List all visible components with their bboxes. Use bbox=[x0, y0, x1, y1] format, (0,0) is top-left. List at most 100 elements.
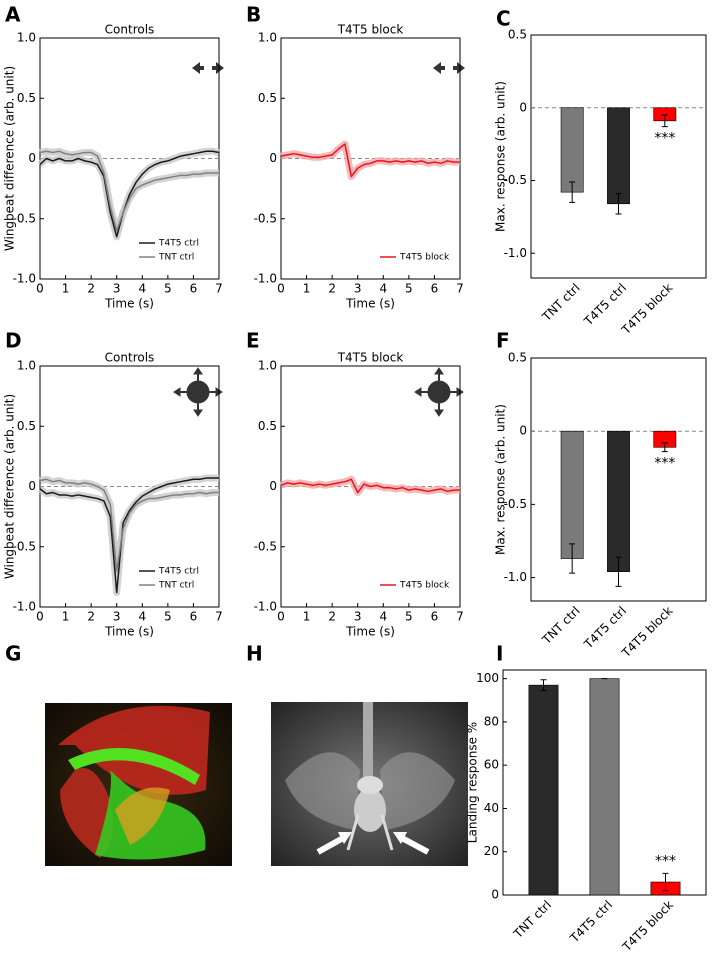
x-tick-label: T4T5 ctrl bbox=[581, 604, 629, 652]
x-tick-label: T4T5 block bbox=[619, 898, 676, 954]
y-tick-label: 80 bbox=[484, 714, 499, 728]
x-axis-label: Time (s) bbox=[104, 625, 154, 639]
bar bbox=[607, 107, 630, 205]
y-tick-label: -1.0 bbox=[504, 246, 527, 260]
error-band bbox=[280, 140, 460, 181]
y-axis-label: Wingbeat difference (arb. unit) bbox=[3, 394, 17, 579]
y-tick-label: -0.5 bbox=[13, 539, 36, 553]
y-tick-label: -1.0 bbox=[13, 272, 36, 286]
x-tick-label: TNT ctrl bbox=[539, 281, 583, 325]
y-tick-label: 0.5 bbox=[508, 351, 527, 365]
legend-label: T4T5 ctrl bbox=[158, 567, 199, 577]
fly-image bbox=[271, 702, 468, 866]
error-bar bbox=[569, 181, 576, 203]
x-tick-label: 2 bbox=[328, 610, 336, 624]
x-tick-label: 6 bbox=[190, 282, 198, 296]
panel-letter: H bbox=[246, 642, 263, 666]
y-tick-label: -1.0 bbox=[254, 600, 277, 614]
x-tick-label: 1 bbox=[303, 610, 311, 624]
legend-label: TNT ctrl bbox=[158, 581, 194, 591]
legend-label: T4T5 block bbox=[399, 581, 450, 591]
x-tick-label: 4 bbox=[138, 282, 146, 296]
y-tick-label: -0.5 bbox=[504, 497, 527, 511]
expansion-icon bbox=[173, 367, 464, 417]
y-tick-label: -0.5 bbox=[254, 539, 277, 553]
y-tick-label: -0.5 bbox=[13, 211, 36, 225]
x-tick-label: TNT ctrl bbox=[510, 898, 554, 942]
bar bbox=[607, 430, 630, 573]
y-tick-label: 60 bbox=[484, 758, 499, 772]
microscopy-image bbox=[45, 703, 232, 866]
y-tick-label: 0 bbox=[269, 479, 277, 493]
x-tick-label: 2 bbox=[328, 282, 336, 296]
x-tick-label: T4T5 ctrl bbox=[567, 898, 615, 946]
y-tick-label: -1.0 bbox=[504, 570, 527, 584]
plot-frame bbox=[530, 34, 707, 279]
motion-icon bbox=[192, 62, 465, 74]
series-line bbox=[39, 150, 220, 238]
x-tick-label: 3 bbox=[113, 610, 121, 624]
error-bar bbox=[661, 114, 668, 128]
bar bbox=[589, 678, 620, 896]
y-tick-label: -0.5 bbox=[504, 173, 527, 187]
x-axis-label: Time (s) bbox=[104, 297, 154, 311]
panel-letter: I bbox=[496, 642, 503, 666]
x-tick-label: TNT ctrl bbox=[539, 604, 583, 648]
series-line bbox=[39, 478, 219, 572]
x-tick-label: 5 bbox=[405, 282, 413, 296]
y-tick-label: -1.0 bbox=[254, 272, 277, 286]
legend-label: T4T5 block bbox=[399, 253, 450, 263]
y-tick-label: 20 bbox=[484, 844, 499, 858]
x-tick-label: 5 bbox=[164, 610, 172, 624]
x-tick-label: 1 bbox=[62, 610, 70, 624]
bar bbox=[560, 107, 584, 193]
y-tick-label: 0.5 bbox=[17, 419, 36, 433]
bar bbox=[560, 430, 584, 559]
y-tick-label: 0 bbox=[269, 151, 277, 165]
error-bar bbox=[662, 872, 669, 892]
y-tick-label: 0.5 bbox=[508, 28, 527, 42]
x-tick-label: 3 bbox=[354, 282, 362, 296]
y-tick-label: 0.5 bbox=[258, 419, 277, 433]
x-tick-label: 7 bbox=[215, 610, 223, 624]
panel-letter: B bbox=[246, 3, 261, 27]
y-tick-label: 0 bbox=[519, 424, 527, 438]
x-tick-label: 1 bbox=[62, 282, 70, 296]
y-tick-label: 40 bbox=[484, 801, 499, 815]
panel-letter: F bbox=[496, 329, 510, 353]
series-line bbox=[280, 478, 460, 494]
x-tick-label: 4 bbox=[138, 610, 146, 624]
x-tick-label: 4 bbox=[379, 282, 387, 296]
significance: *** bbox=[655, 853, 676, 869]
y-tick-label: 1.0 bbox=[17, 359, 36, 373]
series-line bbox=[39, 150, 219, 232]
y-tick-label: 0.5 bbox=[258, 91, 277, 105]
significance: *** bbox=[654, 131, 675, 147]
x-axis-label: Time (s) bbox=[345, 297, 395, 311]
x-tick-label: T4T5 ctrl bbox=[581, 281, 629, 329]
x-tick-label: 5 bbox=[405, 610, 413, 624]
x-tick-label: 2 bbox=[87, 282, 95, 296]
error-bar bbox=[615, 556, 622, 587]
panel-letter: C bbox=[496, 7, 511, 31]
x-tick-label: 6 bbox=[431, 610, 439, 624]
y-tick-label: 100 bbox=[476, 671, 499, 685]
x-tick-label: 6 bbox=[190, 610, 198, 624]
y-axis-label: Max. response (arb. unit) bbox=[494, 81, 508, 232]
y-tick-label: 0.5 bbox=[17, 91, 36, 105]
y-tick-label: 0 bbox=[491, 888, 499, 902]
plot-frame bbox=[530, 357, 707, 602]
x-tick-label: 7 bbox=[456, 610, 464, 624]
x-tick-label: 0 bbox=[36, 282, 44, 296]
y-tick-label: 1.0 bbox=[258, 31, 277, 45]
bar bbox=[528, 684, 559, 896]
error-bar bbox=[569, 543, 576, 574]
panel-letter: A bbox=[5, 3, 21, 27]
chart-title: T4T5 block bbox=[337, 351, 404, 365]
x-tick-label: 0 bbox=[36, 610, 44, 624]
legend-label: T4T5 ctrl bbox=[158, 239, 199, 249]
y-tick-label: -0.5 bbox=[254, 211, 277, 225]
x-tick-label: 5 bbox=[164, 282, 172, 296]
y-tick-label: 0 bbox=[519, 100, 527, 114]
